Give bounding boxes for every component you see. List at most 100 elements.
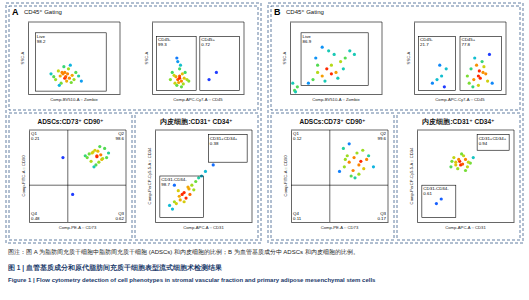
label-bg [377,216,387,221]
x-axis [415,94,507,95]
event-point [484,72,487,75]
y-axis-line [29,131,30,223]
event-point [321,46,324,49]
event-point [84,154,87,157]
event-point [296,85,299,88]
event-point [367,154,370,157]
event-point [440,197,443,200]
x-axis-line [292,222,389,223]
label-bg [115,136,125,141]
y-axis [417,131,418,223]
event-point [177,189,180,192]
quadrant-value: 0.62 [115,216,124,221]
event-point [178,77,181,80]
event-point [464,169,467,172]
y-axis-line [417,131,418,223]
event-point [59,74,62,77]
event-point [323,79,326,82]
x-axis-title: Comp-PE-A :: CD73 [321,225,359,230]
event-point [482,65,485,68]
event-point [344,158,347,161]
event-point [488,53,491,56]
x-axis-title: Comp-APC-A :: CD31 [445,225,486,230]
plot-bg [417,130,514,222]
x-axis [291,94,383,95]
event-point [215,71,218,74]
gate [208,135,247,163]
x-axis-line [291,94,383,95]
event-point [466,74,469,77]
panel-subtitle: 内皮细胞:CD31⁺ CD34⁺ [160,118,232,126]
event-point [466,165,469,168]
event-point [179,64,182,67]
y-axis-title: Comp-PerCP-Cy5-5-A :: CD34 [147,147,152,204]
gate-value: 0.94 [479,141,488,146]
quadrant-value: 99.6 [377,136,386,141]
panel-letter: A [12,7,19,17]
subpanel-box [135,113,258,240]
plot-frame [152,22,244,94]
event-point [61,156,64,159]
x-axis [292,222,389,223]
event-point [362,167,365,170]
event-point [334,71,337,74]
plot-area [291,33,368,94]
event-point [471,85,474,88]
event-point [168,204,171,207]
y-axis-line [28,23,29,95]
event-point [80,79,83,82]
event-point [92,165,95,168]
event-point [357,173,360,176]
event-point [95,154,98,157]
gate [422,185,456,217]
plot-area [157,36,240,90]
event-point [348,49,351,52]
event-point [182,82,185,85]
y-axis [28,23,29,95]
event-point [325,67,328,70]
event-point [71,193,74,196]
quadrant-value: 0.12 [293,136,302,141]
plot-bg [28,22,120,94]
event-point [188,193,191,196]
caption: 图注：图 A 为脂肪间充质干细胞中脂肪间充质干细胞 (ADSCs) 和内皮细胞的… [8,248,359,255]
event-point [74,71,77,74]
event-point [175,202,178,205]
event-point [96,150,99,153]
plot-area [29,130,126,222]
x-axis [30,222,127,223]
quadrant-value: 0.11 [293,216,302,221]
y-axis-title: SSC-A [144,51,149,64]
event-point [89,160,92,163]
event-point [62,65,65,68]
event-point [98,145,101,148]
event-point [204,170,207,173]
x-axis [418,222,515,223]
event-point [180,85,183,88]
event-point [372,165,375,168]
event-point [333,53,336,56]
quadrant-line-y [29,185,126,186]
event-point [90,151,93,154]
event-point [97,161,100,164]
event-point [175,84,178,87]
event-point [445,67,448,70]
event-point [66,72,69,75]
gating-box [9,6,258,110]
plot-frame [290,22,382,94]
y-axis [291,131,292,223]
event-point [321,74,324,77]
y-axis [29,131,30,223]
event-point [365,158,368,161]
event-point [452,156,455,159]
event-point [330,72,333,75]
plot-frame [417,130,514,222]
event-point [54,78,57,81]
gate [460,36,501,90]
event-point [478,69,481,72]
gate-value: 98.2 [37,39,46,44]
quadrant-line-y [291,185,388,186]
panel-subtitle: ADSCs:CD73⁺ CD90⁺ [37,118,103,125]
plot-frame [155,130,252,222]
event-point [351,169,354,172]
